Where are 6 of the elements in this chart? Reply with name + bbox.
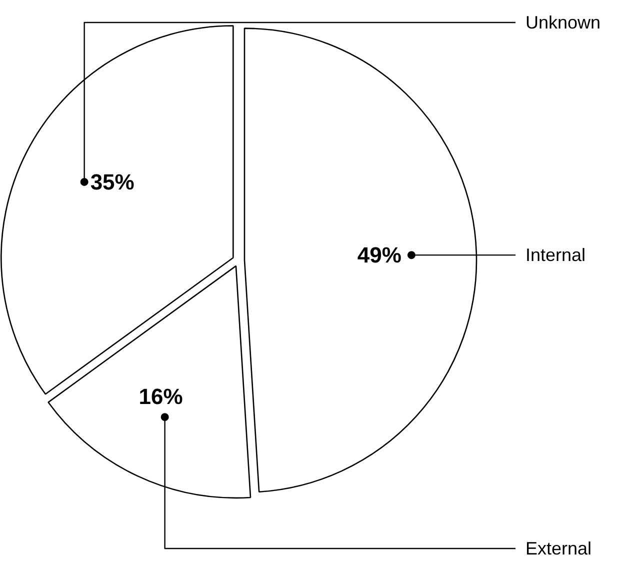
data-label: 49% bbox=[357, 242, 402, 268]
slice-label: Unknown bbox=[526, 12, 601, 32]
data-label: 35% bbox=[90, 169, 134, 194]
data-label: 16% bbox=[138, 384, 183, 410]
slice-label: Internal bbox=[526, 245, 586, 266]
slice-label: External bbox=[526, 538, 592, 558]
